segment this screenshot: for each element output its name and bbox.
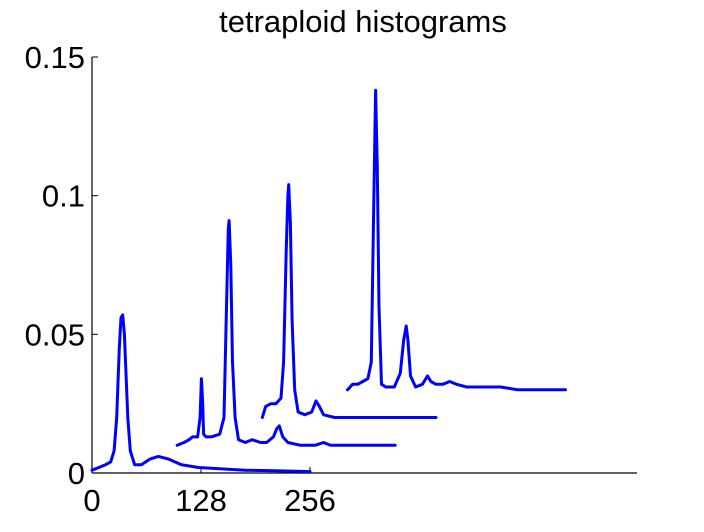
histogram-line-1 (90, 313, 312, 474)
y-tick-label: 0 (68, 456, 85, 491)
y-tick-label: 0.05 (25, 317, 85, 352)
y-tick-label: 0.15 (25, 40, 85, 75)
x-tick-label: 0 (83, 483, 100, 518)
histogram-line-3 (260, 183, 438, 419)
histogram-line-4 (346, 88, 567, 392)
x-tick-label: 128 (175, 483, 227, 518)
chart-title: tetraploid histograms (219, 4, 507, 39)
y-tick-label: 0.1 (42, 179, 85, 214)
ticks: 0 0.05 0.1 0.15 0 128 256 (25, 40, 336, 518)
x-tick-label: 256 (284, 483, 336, 518)
histogram-line-2 (175, 219, 397, 447)
series-group (90, 88, 567, 474)
axes (91, 57, 637, 474)
